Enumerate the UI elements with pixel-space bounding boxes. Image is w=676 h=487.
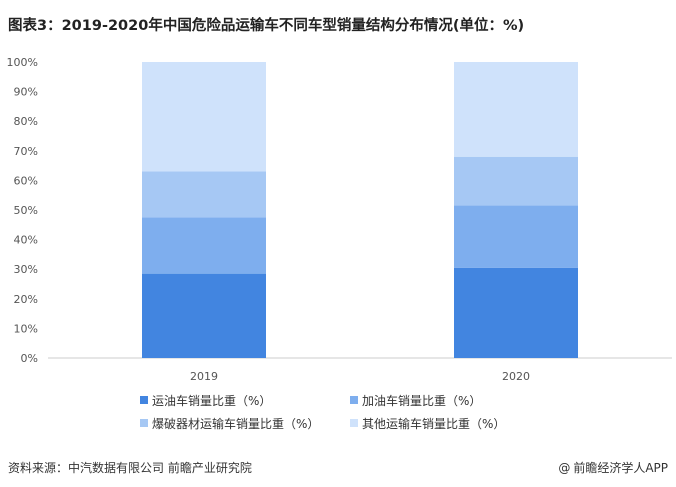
y-tick-label: 100% — [7, 56, 38, 69]
legend: 运油车销量比重（%） 加油车销量比重（%） 爆破器材运输车销量比重（%） 其他运输车销… — [140, 393, 505, 431]
x-axis: 2019 2020 — [48, 357, 672, 383]
y-axis: 0% 10% 20% 30% 40% 50% 60% 70% 80% 90% 100% — [7, 56, 38, 365]
legend-swatch — [140, 396, 148, 404]
bars — [142, 62, 578, 358]
brand-text: 前瞻经济学人APP — [573, 461, 668, 475]
bar-segment — [454, 205, 578, 268]
x-tick-label: 2019 — [190, 370, 218, 383]
y-tick-label: 20% — [14, 293, 38, 306]
y-tick-label: 70% — [14, 145, 38, 158]
chart-title: 图表3：2019-2020年中国危险品运输车不同车型销量结构分布情况(单位：%) — [8, 18, 525, 34]
source-note: 资料来源：中汽数据有限公司 前瞻产业研究院 — [8, 461, 252, 475]
y-tick-label: 90% — [14, 86, 38, 99]
bar-segment — [142, 217, 266, 274]
y-tick-label: 0% — [21, 352, 38, 365]
legend-swatch — [350, 396, 358, 404]
brand-credit: @ 前瞻经济学人APP — [558, 459, 668, 476]
at-icon: @ — [558, 460, 571, 475]
y-tick-label: 60% — [14, 174, 38, 187]
y-tick-label: 40% — [14, 234, 38, 247]
bar-segment — [454, 156, 578, 206]
legend-label: 爆破器材运输车销量比重（%） — [152, 416, 319, 431]
bar-segment — [142, 62, 266, 172]
y-tick-label: 80% — [14, 115, 38, 128]
legend-swatch — [350, 419, 358, 427]
bar-segment — [142, 171, 266, 218]
y-tick-label: 30% — [14, 263, 38, 276]
bar-segment — [142, 273, 266, 358]
legend-swatch — [140, 419, 148, 427]
y-tick-label: 10% — [14, 322, 38, 335]
bar-segment — [454, 62, 578, 157]
y-tick-label: 50% — [14, 204, 38, 217]
legend-label: 加油车销量比重（%） — [362, 393, 481, 408]
x-tick-label: 2020 — [502, 370, 530, 383]
legend-label: 其他运输车销量比重（%） — [362, 416, 505, 431]
legend-label: 运油车销量比重（%） — [152, 393, 271, 408]
bar-segment — [454, 267, 578, 358]
